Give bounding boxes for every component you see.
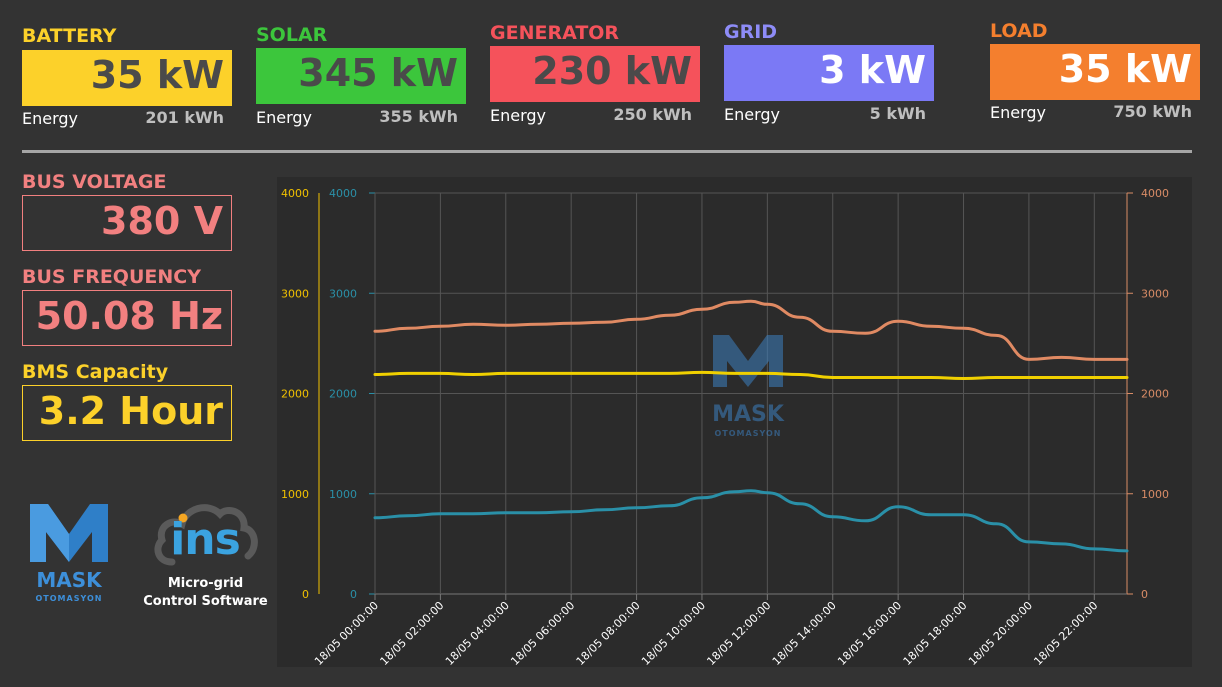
solar-energy-value: 355 kWh	[379, 107, 458, 126]
generator-label: GENERATOR	[490, 22, 620, 44]
grid-energy-value: 5 kWh	[869, 104, 926, 123]
y-right-tick: 1000	[1141, 488, 1169, 501]
bus-frequency-box: 50.08 Hz	[22, 290, 232, 346]
series-battery-line	[373, 370, 1129, 381]
load-energy-label: Energy	[990, 103, 1047, 122]
load-energy-value: 750 kWh	[1113, 102, 1192, 121]
load-power-value: 35 kW	[1058, 47, 1192, 91]
solar-energy-label: Energy	[256, 108, 313, 127]
y-left-tick: 0	[302, 588, 309, 601]
battery-label: BATTERY	[22, 25, 117, 47]
chart-svg: 0 0 0 1000 1000 1000 2000 2000 2000 3000 3000 3000 4…	[281, 187, 1169, 667]
load-power-box: 35 kW	[990, 44, 1200, 100]
y-left2-tick: 1000	[329, 488, 357, 501]
y-right-tick: 0	[1141, 588, 1148, 601]
power-trend-chart: 0 0 0 1000 1000 1000 2000 2000 2000 3000 3000 3000 4…	[277, 177, 1192, 667]
y-left2-tick: 4000	[329, 187, 357, 200]
battery-energy-value: 201 kWh	[145, 108, 224, 127]
y-right-tick: 4000	[1141, 187, 1169, 200]
bms-capacity-box: 3.2 Hour	[22, 385, 232, 441]
solar-power-value: 345 kW	[298, 51, 458, 95]
grid-power-value: 3 kW	[819, 48, 926, 92]
mask-logo-icon	[30, 504, 108, 562]
x-tick-label: 18/05 20:00:00	[966, 599, 1035, 667]
battery-power-box: 35 kW	[22, 50, 232, 106]
bus-voltage-box: 380 V	[22, 195, 232, 251]
ins-caption-line1: Micro-grid	[167, 576, 244, 591]
solar-power-box: 345 kW	[256, 48, 466, 104]
y-left2-tick: 2000	[329, 388, 357, 401]
chart-watermark: MASK OTOMASYON	[712, 335, 785, 438]
watermark-name: MASK	[712, 402, 785, 427]
bms-capacity-value: 3.2 Hour	[38, 389, 223, 433]
mask-logo-subtitle: OTOMASYON	[35, 594, 103, 603]
x-tick-label: 18/05 00:00:00	[312, 599, 381, 667]
battery-energy-label: Energy	[22, 109, 79, 128]
y-left-tick: 1000	[281, 488, 309, 501]
y-left2-tick: 3000	[329, 287, 357, 300]
y-left2-tick: 0	[350, 588, 357, 601]
y-left-tick: 4000	[281, 187, 309, 200]
ins-caption-line2: Control Software	[143, 594, 268, 609]
x-tick-label: 18/05 04:00:00	[443, 599, 512, 667]
x-tick-label: 18/05 18:00:00	[901, 599, 970, 667]
bms-capacity-label: BMS Capacity	[22, 361, 169, 383]
bus-frequency-label: BUS FREQUENCY	[22, 266, 201, 288]
grid-energy-label: Energy	[724, 105, 781, 124]
x-tick-label: 18/05 10:00:00	[639, 599, 708, 667]
watermark-icon	[713, 335, 783, 387]
x-tick-label: 18/05 02:00:00	[377, 599, 446, 667]
x-tick-label: 18/05 06:00:00	[508, 599, 577, 667]
series-load-line	[373, 299, 1129, 361]
solar-label: SOLAR	[256, 24, 328, 46]
generator-energy-value: 250 kWh	[613, 105, 692, 124]
watermark-subtitle: OTOMASYON	[715, 429, 782, 438]
x-tick-label: 18/05 08:00:00	[574, 599, 643, 667]
generator-power-box: 230 kW	[490, 46, 700, 102]
ins-logo: ins Micro-grid Control Software	[138, 496, 273, 614]
series-grid-line	[373, 489, 1129, 553]
header-divider	[22, 150, 1192, 153]
y-left-tick: 3000	[281, 287, 309, 300]
bus-voltage-value: 380 V	[101, 199, 223, 243]
grid-power-box: 3 kW	[724, 45, 934, 101]
x-tick-label: 18/05 12:00:00	[704, 599, 773, 667]
y-right-tick: 2000	[1141, 388, 1169, 401]
mask-logo-name: MASK	[36, 568, 102, 592]
y-left-tick: 2000	[281, 388, 309, 401]
battery-power-value: 35 kW	[90, 53, 224, 97]
grid-label: GRID	[724, 21, 778, 43]
bus-frequency-value: 50.08 Hz	[35, 294, 223, 338]
y-right-tick: 3000	[1141, 287, 1169, 300]
ins-logo-name: ins	[170, 514, 241, 565]
load-label: LOAD	[990, 20, 1048, 42]
mask-logo: MASK OTOMASYON	[24, 498, 114, 608]
generator-power-value: 230 kW	[532, 49, 692, 93]
generator-energy-label: Energy	[490, 106, 547, 125]
x-tick-label: 18/05 16:00:00	[835, 599, 904, 667]
bus-voltage-label: BUS VOLTAGE	[22, 171, 167, 193]
cloud-icon	[154, 504, 258, 566]
x-tick-label: 18/05 14:00:00	[770, 599, 839, 667]
x-tick-label: 18/05 22:00:00	[1031, 599, 1100, 667]
